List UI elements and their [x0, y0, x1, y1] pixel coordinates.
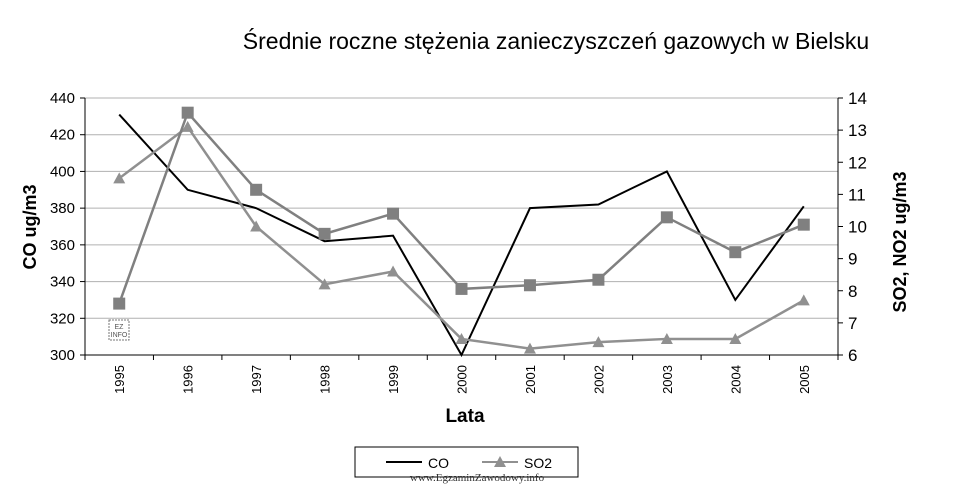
ez-info-logo: EZ INFO [108, 319, 130, 341]
data-point [660, 211, 673, 224]
y-tick-label: 380 [50, 200, 75, 217]
data-point [729, 332, 742, 344]
legend: CO SO2 [354, 446, 579, 478]
data-point [797, 218, 810, 231]
series-0 [118, 113, 805, 358]
chart-title: Średnie roczne stężenia zanieczyszczeń g… [243, 27, 869, 54]
data-point [387, 265, 400, 277]
y-tick-label: 300 [50, 347, 75, 364]
y2-tick-label: 6 [848, 346, 857, 365]
y-axis-label: CO ug/m3 [20, 184, 40, 269]
x-tick-label: 2004 [728, 365, 743, 394]
data-point [318, 278, 331, 290]
series-layer [113, 106, 810, 358]
legend-co-label: CO [428, 455, 449, 471]
y2-tick-label: 13 [848, 121, 867, 140]
y2-tick-label: 14 [848, 89, 867, 108]
x-tick-label: 2003 [660, 365, 675, 394]
x-tick-label: 1997 [249, 365, 264, 394]
data-point [523, 342, 536, 354]
x-tick-label: 2002 [591, 365, 606, 394]
x-axis-label: Lata [445, 406, 485, 427]
watermark: www.EgzaminZawodowy.info [409, 472, 545, 484]
x-tick-label: 2001 [523, 365, 538, 394]
grid-lines [85, 97, 838, 319]
y-tick-label: 440 [50, 90, 75, 107]
y2-axis-label: SO2, NO2 ug/m3 [890, 171, 910, 312]
axes [84, 98, 839, 356]
data-point [113, 172, 126, 184]
data-point [592, 273, 605, 286]
series-line [118, 113, 805, 358]
x-tick-label: 2005 [797, 365, 812, 394]
data-point [318, 227, 331, 240]
series-1 [113, 120, 810, 354]
y2-tick-label: 12 [848, 153, 867, 172]
y2-tick-label: 8 [848, 282, 857, 301]
data-point [181, 106, 194, 119]
x-tick-label: 2000 [455, 365, 470, 394]
x-tick-label: 1998 [318, 365, 333, 394]
series-2 [113, 106, 810, 310]
y-tick-label: 320 [50, 310, 75, 327]
data-point [660, 332, 673, 344]
x-axis-ticks: 1995 1996 1997 1998 1999 2000 2001 2002 2003 2004… [84, 355, 839, 394]
data-point [181, 120, 194, 132]
data-point [250, 183, 263, 196]
y2-tick-label: 9 [848, 250, 857, 269]
y-tick-label: 420 [50, 127, 75, 144]
x-tick-label: 1995 [112, 365, 127, 394]
y2-tick-label: 7 [848, 314, 857, 333]
svg-text:EZ: EZ [115, 324, 125, 331]
y2-axis-ticks: 6 7 8 9 10 11 12 13 14 [838, 89, 867, 365]
svg-text:INFO: INFO [111, 332, 128, 339]
data-point [592, 336, 605, 348]
x-tick-label: 1999 [386, 365, 401, 394]
data-point [523, 279, 536, 292]
y-axis-ticks: 300 320 340 360 380 400 420 440 [50, 90, 85, 364]
y2-tick-label: 10 [848, 218, 867, 237]
data-point [113, 297, 126, 310]
data-point [729, 246, 742, 259]
data-point [455, 282, 468, 295]
legend-so2-label: SO2 [524, 455, 552, 471]
data-point [250, 220, 263, 232]
data-point [387, 207, 400, 220]
data-point [455, 332, 468, 344]
y-tick-label: 340 [50, 274, 75, 291]
legend-so2-marker [494, 456, 506, 467]
y2-tick-label: 11 [848, 185, 866, 204]
y-tick-label: 360 [50, 237, 75, 254]
x-tick-label: 1996 [181, 365, 196, 394]
data-point [797, 294, 810, 306]
y-tick-label: 400 [50, 163, 75, 180]
